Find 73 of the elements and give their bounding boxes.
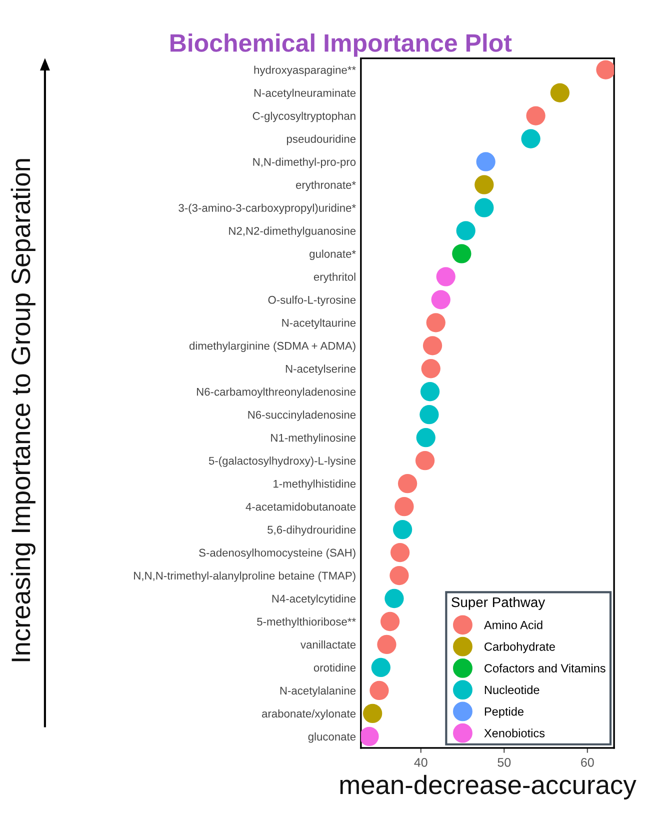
y-tick-label: 3-(3-amino-3-carboxypropyl)uridine* [178, 204, 356, 214]
y-tick-label: 1-methylhistidine [274, 480, 356, 490]
y-tick-label: N,N-dimethyl-pro-pro [253, 158, 356, 168]
legend-title: Super Pathway [452, 596, 546, 610]
point [390, 542, 410, 562]
y-tick-label: orotidine [314, 663, 356, 672]
point [420, 405, 439, 424]
point [422, 336, 442, 356]
legend-label: Peptide [484, 707, 524, 718]
point [431, 290, 450, 310]
y-tick-label: N,N,N-trimethyl-alanylproline betaine (TMAP) [134, 571, 356, 582]
y-tick-label: vanillactate [300, 640, 356, 649]
y-tick-label: 5-methylthioribose** [257, 617, 356, 628]
x-tick-label: 40 [414, 758, 428, 767]
y-tick-label: dimethylarginine (SDMA + ADMA) [189, 342, 356, 352]
x-tick-label: 60 [581, 758, 594, 767]
y-tick-label: N-acetylalanine [280, 686, 356, 697]
point [436, 267, 456, 286]
y-tick-label: N6-carbamoylthreonyladenosine [197, 388, 356, 398]
y-tick-label: erythritol [314, 272, 356, 284]
point [370, 680, 389, 700]
point [392, 520, 412, 540]
y-tick-label: N4-acetylcytidine [272, 594, 356, 605]
point [426, 313, 446, 332]
y-tick-label: gulonate* [310, 250, 356, 260]
chart-title: Biochemical Importance Plot [170, 34, 512, 57]
y-tick-label: N-acetyltaurine [282, 318, 356, 329]
y-tick-label: C-glycosyltryptophan [252, 112, 356, 122]
y-tick-label: N1-methylinosine [271, 434, 356, 444]
y-tick-label: pseudouridine [286, 134, 356, 146]
y-tick-label: hydroxyasparagine** [254, 66, 356, 76]
point [420, 382, 440, 402]
y-tick-label: erythronate* [296, 180, 356, 192]
point [398, 474, 418, 494]
point [377, 634, 396, 654]
point [526, 106, 546, 126]
point [476, 152, 496, 172]
point [596, 60, 614, 80]
point [521, 129, 540, 148]
y-axis-title: Increasing Importance to Group Separation [10, 159, 36, 662]
y-tick-label: N2,N2-dimethylguanosine [229, 226, 356, 238]
point [371, 658, 390, 678]
point [421, 359, 440, 378]
y-tick-label: 5-(galactosylhydroxy)-L-lysine [208, 456, 356, 467]
point [362, 704, 382, 724]
y-tick-label: gluconate [308, 732, 356, 743]
point [394, 496, 414, 516]
y-tick-label: S-adenosylhomocysteine (SAH) [199, 548, 356, 559]
x-tick-label: 50 [498, 758, 511, 767]
y-tick-label: N-acetylserine [286, 364, 356, 375]
y-tick-label: N6-succinyladenosine [248, 410, 356, 421]
legend-label: Nucleotide [484, 685, 540, 694]
point [380, 612, 400, 632]
point [360, 726, 379, 746]
point [415, 451, 435, 470]
y-tick-label: O-sulfo-L-tyrosine [268, 296, 356, 306]
y-tick-label: 4-acetamidobutanoate [246, 502, 356, 511]
point [390, 566, 409, 586]
point [550, 83, 570, 102]
x-axis-title: mean-decrease-accuracy [340, 774, 636, 800]
y-tick-label: N-acetylneuraminate [254, 88, 356, 100]
legend-label: Carbohydrate [484, 642, 555, 654]
y-tick-label: arabonate/xylonate [262, 709, 356, 720]
point [416, 428, 436, 448]
point [384, 588, 404, 608]
y-tick-label: 5,6-dihydrouridine [268, 526, 356, 536]
point [456, 221, 476, 240]
legend-label: Xenobiotics [484, 728, 545, 738]
point [452, 244, 472, 264]
point [474, 175, 494, 194]
point [474, 198, 494, 218]
legend-label: Cofactors and Vitamins [484, 664, 606, 672]
legend-label: Amino Acid [484, 620, 542, 630]
